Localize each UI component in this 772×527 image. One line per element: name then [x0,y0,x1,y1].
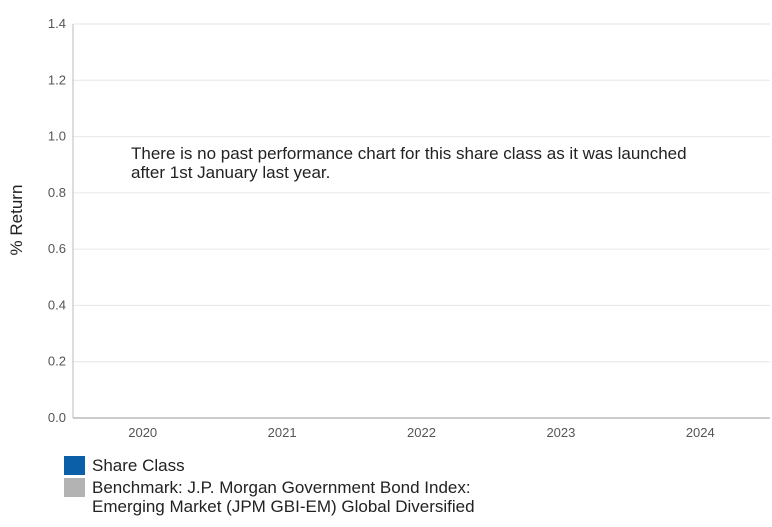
y-axis-ticks: 0.0 0.2 0.4 0.6 0.8 1.0 1.2 1.4 [48,16,66,425]
y-tick-label: 0.0 [48,410,66,425]
legend-swatch-share-class [64,456,85,475]
legend-label-benchmark-line1: Benchmark: J.P. Morgan Government Bond I… [92,478,471,497]
x-axis-ticks: 2020 2021 2022 2023 2024 [128,425,715,440]
x-tick-label: 2024 [686,425,715,440]
x-tick-label: 2022 [407,425,436,440]
y-tick-label: 0.4 [48,297,66,312]
legend-label-benchmark: Benchmark: J.P. Morgan Government Bond I… [92,478,475,516]
x-tick-label: 2020 [128,425,157,440]
y-tick-label: 1.4 [48,16,66,31]
chart: 0.00.20.40.60.81.01.21.4 2020 2021 2022 202… [7,16,770,440]
legend-item-benchmark: Benchmark: J.P. Morgan Government Bond I… [64,478,475,516]
y-tick-label: 0.8 [48,185,66,200]
legend-label-benchmark-line2: Emerging Market (JPM GBI-EM) Global Dive… [92,497,475,516]
y-axis-title: % Return [7,185,26,256]
gridlines [73,23,770,363]
legend-item-share-class: Share Class [64,456,475,475]
legend-label-share-class: Share Class [92,456,185,475]
x-tick-label: 2021 [268,425,297,440]
legend: Share Class Benchmark: J.P. Morgan Gover… [64,456,475,519]
legend-swatch-benchmark [64,478,85,497]
y-tick-label: 1.0 [48,129,66,144]
y-tick-label: 0.2 [48,354,66,369]
no-data-message: There is no past performance chart for t… [131,144,687,182]
y-tick-label: 1.2 [48,72,66,87]
x-tick-label: 2023 [546,425,575,440]
y-tick-label: 0.6 [48,241,66,256]
